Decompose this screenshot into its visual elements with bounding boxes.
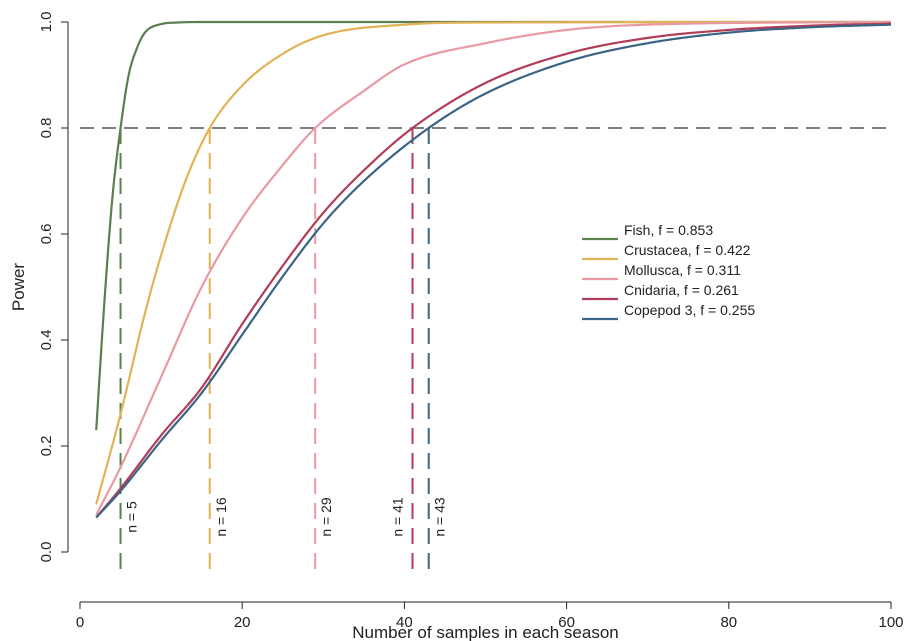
x-tick-label-4: 80 [720, 614, 737, 631]
n-dropline-layer [119, 128, 430, 572]
x-axis-title: Number of samples in each season [352, 623, 618, 641]
y-tick-label-2: 0.4 [38, 330, 55, 351]
n-label-2: n = 29 [318, 497, 334, 537]
x-tick-label-1: 20 [234, 614, 251, 631]
axes-layer: 0 20 40 60 80 100 0.0 0.2 0.4 0.6 0.8 1.0 [38, 12, 904, 631]
legend-label-2: Mollusca, f = 0.311 [624, 262, 741, 278]
x-tick-label-2: 40 [396, 614, 413, 631]
y-axis-title: Power [9, 263, 28, 312]
legend: Fish, f = 0.853 Crustacea, f = 0.422 Mollu… [582, 222, 755, 321]
y-tick-label-4: 0.8 [38, 118, 55, 139]
n-label-4: n = 43 [432, 497, 448, 537]
n-label-0: n = 5 [124, 501, 140, 533]
n-label-3: n = 41 [390, 497, 406, 537]
series-line-3 [95, 22, 892, 519]
y-tick-label-5: 1.0 [38, 12, 55, 33]
series-line-4 [95, 23, 892, 519]
y-tick-label-0: 0.0 [38, 542, 55, 563]
legend-label-4: Copepod 3, f = 0.255 [624, 302, 755, 318]
series-layer [95, 20, 892, 519]
legend-label-1: Crustacea, f = 0.422 [624, 242, 751, 258]
x-tick-label-5: 100 [878, 614, 903, 631]
x-tick-label-0: 0 [76, 614, 84, 631]
series-line-2 [95, 20, 892, 516]
x-tick-label-3: 60 [558, 614, 575, 631]
y-tick-label-3: 0.6 [38, 224, 55, 245]
n-label-1: n = 16 [213, 497, 229, 537]
y-tick-label-1: 0.2 [38, 436, 55, 457]
n-annotation-layer: n = 5 n = 16 n = 29 n = 41 n = 43 [124, 497, 448, 537]
legend-label-0: Fish, f = 0.853 [624, 222, 713, 238]
legend-label-3: Cnidaria, f = 0.261 [624, 282, 739, 298]
